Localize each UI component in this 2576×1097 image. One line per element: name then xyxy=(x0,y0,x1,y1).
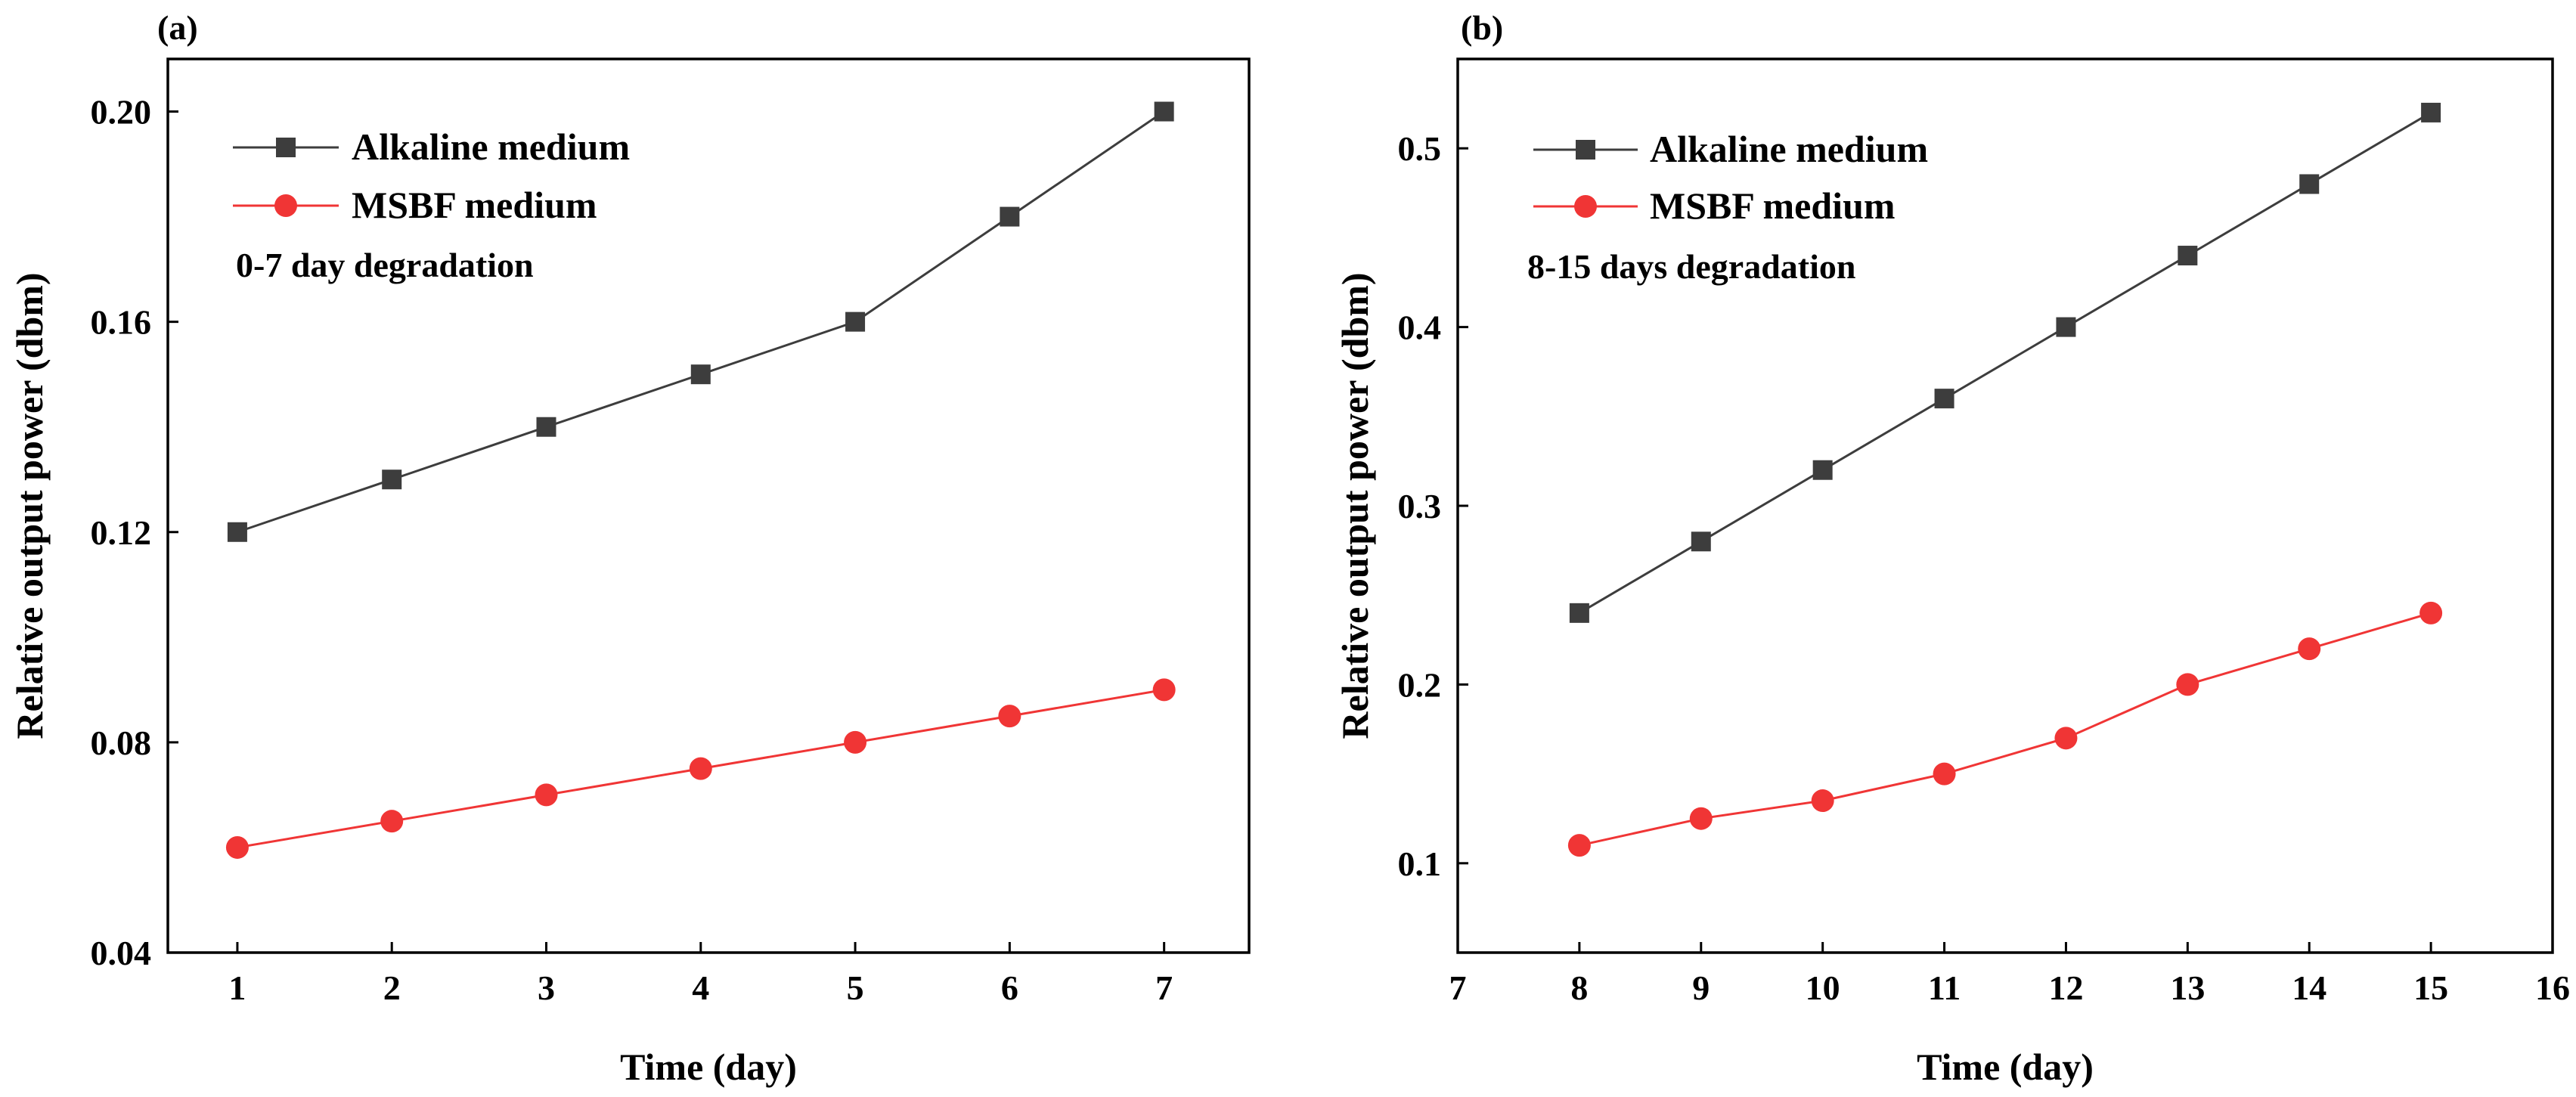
y-tick-label-a: 0.12 xyxy=(91,513,152,552)
x-tick-label-a: 3 xyxy=(538,968,555,1007)
data-point-msbf-b xyxy=(2419,601,2443,624)
data-point-alkaline-a xyxy=(845,311,866,332)
data-point-alkaline-b xyxy=(2056,317,2076,337)
x-axis-title-b: Time (day) xyxy=(1917,1046,2094,1088)
x-tick-label-b: 7 xyxy=(1449,968,1467,1007)
x-tick-label-a: 1 xyxy=(228,968,246,1007)
x-tick-label-a: 4 xyxy=(692,968,709,1007)
series-layer-b xyxy=(1567,102,2443,857)
legend-marker-circle-a xyxy=(274,194,297,217)
x-tick-label-a: 2 xyxy=(383,968,401,1007)
x-tick-label-b: 15 xyxy=(2413,968,2448,1007)
x-tick-label-b: 9 xyxy=(1692,968,1710,1007)
y-tick-label-a: 0.08 xyxy=(91,724,152,762)
y-axis-ticks-a: 0.04 0.08 0.12 0.16 0.20 xyxy=(91,93,178,972)
legend-annotation-b: 8-15 days degradation xyxy=(1527,247,1855,286)
data-point-alkaline-a xyxy=(690,364,711,385)
x-axis-ticks-a: 1 2 3 4 5 6 7 xyxy=(228,942,1173,1007)
data-point-msbf-b xyxy=(1567,834,1591,857)
legend-marker-circle-b xyxy=(1574,195,1597,218)
data-point-msbf-a xyxy=(225,835,249,859)
x-tick-label-b: 16 xyxy=(2535,968,2570,1007)
data-point-alkaline-b xyxy=(1812,460,1833,480)
plot-frame-a xyxy=(166,57,1251,954)
data-point-alkaline-a xyxy=(536,417,556,437)
x-tick-label-a: 6 xyxy=(1001,968,1018,1007)
data-point-msbf-b xyxy=(2054,727,2078,750)
series-layer-a xyxy=(225,101,1176,859)
data-point-alkaline-b xyxy=(2299,174,2320,194)
series-line-alkaline-b xyxy=(1579,111,2432,615)
legend-entry-msbf-b: MSBF medium xyxy=(1533,184,1896,227)
data-point-msbf-b xyxy=(1811,789,1834,813)
data-point-msbf-a xyxy=(535,783,558,807)
data-point-alkaline-a xyxy=(382,469,402,490)
data-point-msbf-a xyxy=(998,705,1021,728)
data-point-alkaline-b xyxy=(1691,531,1711,552)
data-point-alkaline-b xyxy=(1934,389,1954,409)
y-tick-label-b: 0.1 xyxy=(1398,844,1442,883)
data-point-alkaline-a xyxy=(1154,101,1174,122)
x-axis-ticks-b: 7 8 9 10 11 12 13 14 15 16 xyxy=(1449,942,2570,1007)
data-point-alkaline-a xyxy=(227,522,247,542)
data-point-msbf-a xyxy=(689,757,712,780)
x-tick-label-b: 8 xyxy=(1570,968,1588,1007)
legend-marker-square-a xyxy=(276,138,296,157)
y-axis-title-b: Relative output power (dbm) xyxy=(1334,272,1376,739)
y-tick-label-a: 0.04 xyxy=(91,934,152,972)
legend-entry-alkaline-b: Alkaline medium xyxy=(1533,128,1928,170)
y-tick-label-a: 0.20 xyxy=(91,93,152,132)
x-tick-label-b: 14 xyxy=(2292,968,2326,1007)
x-tick-label-b: 12 xyxy=(2048,968,2083,1007)
y-axis-ticks-b: 0.1 0.2 0.3 0.4 0.5 xyxy=(1398,129,1468,883)
legend-label-msbf-a: MSBF medium xyxy=(352,184,597,226)
legend-a: Alkaline medium MSBF medium 0-7 day degr… xyxy=(233,126,630,284)
data-point-msbf-a xyxy=(1152,678,1176,702)
y-axis-title-a: Relative output power (dbm) xyxy=(8,272,51,739)
chart-panel-a: (a) 1 2 3 4 5 6 7 0.04 0.08 0.12 0.16 0.20 Time (d… xyxy=(8,8,1251,1088)
plot-frame-b xyxy=(1456,57,2554,954)
y-tick-label-b: 0.2 xyxy=(1398,665,1442,704)
y-tick-label-b: 0.5 xyxy=(1398,129,1442,168)
series-line-alkaline-a xyxy=(237,110,1165,534)
data-point-alkaline-b xyxy=(2178,246,2198,266)
x-tick-label-b: 11 xyxy=(1928,968,1961,1007)
y-tick-label-a: 0.16 xyxy=(91,303,152,342)
legend-entry-msbf-a: MSBF medium xyxy=(233,184,597,226)
data-point-msbf-b xyxy=(2298,637,2321,661)
x-axis-title-a: Time (day) xyxy=(620,1046,797,1088)
x-tick-label-a: 7 xyxy=(1155,968,1173,1007)
y-tick-label-b: 0.3 xyxy=(1398,487,1442,525)
x-tick-label-a: 5 xyxy=(847,968,864,1007)
series-line-msbf-b xyxy=(1579,612,2432,847)
panel-label-a: (a) xyxy=(157,8,198,47)
data-point-msbf-a xyxy=(380,810,404,833)
legend-marker-square-b xyxy=(1576,140,1595,160)
legend-label-alkaline-a: Alkaline medium xyxy=(352,126,630,168)
x-tick-label-b: 10 xyxy=(1806,968,1840,1007)
data-point-msbf-a xyxy=(844,730,867,754)
legend-annotation-a: 0-7 day degradation xyxy=(236,246,534,284)
chart-panel-b: (b) 7 8 9 10 11 12 13 14 15 16 0.1 0.2 0.3 0.4 0.5 Ti… xyxy=(1334,8,2570,1088)
legend-b: Alkaline medium MSBF medium 8-15 days de… xyxy=(1527,128,1928,286)
legend-label-alkaline-b: Alkaline medium xyxy=(1650,128,1928,170)
data-point-alkaline-b xyxy=(1569,603,1589,623)
legend-label-msbf-b: MSBF medium xyxy=(1650,184,1896,227)
legend-entry-alkaline-a: Alkaline medium xyxy=(233,126,630,168)
panel-label-b: (b) xyxy=(1461,8,1503,47)
x-tick-label-b: 13 xyxy=(2170,968,2205,1007)
data-point-msbf-b xyxy=(1689,807,1713,830)
data-point-alkaline-a xyxy=(1000,206,1020,227)
data-point-msbf-b xyxy=(1933,762,1956,786)
data-point-alkaline-b xyxy=(2421,102,2441,122)
y-tick-label-b: 0.4 xyxy=(1398,308,1442,347)
data-point-msbf-b xyxy=(2176,673,2199,696)
